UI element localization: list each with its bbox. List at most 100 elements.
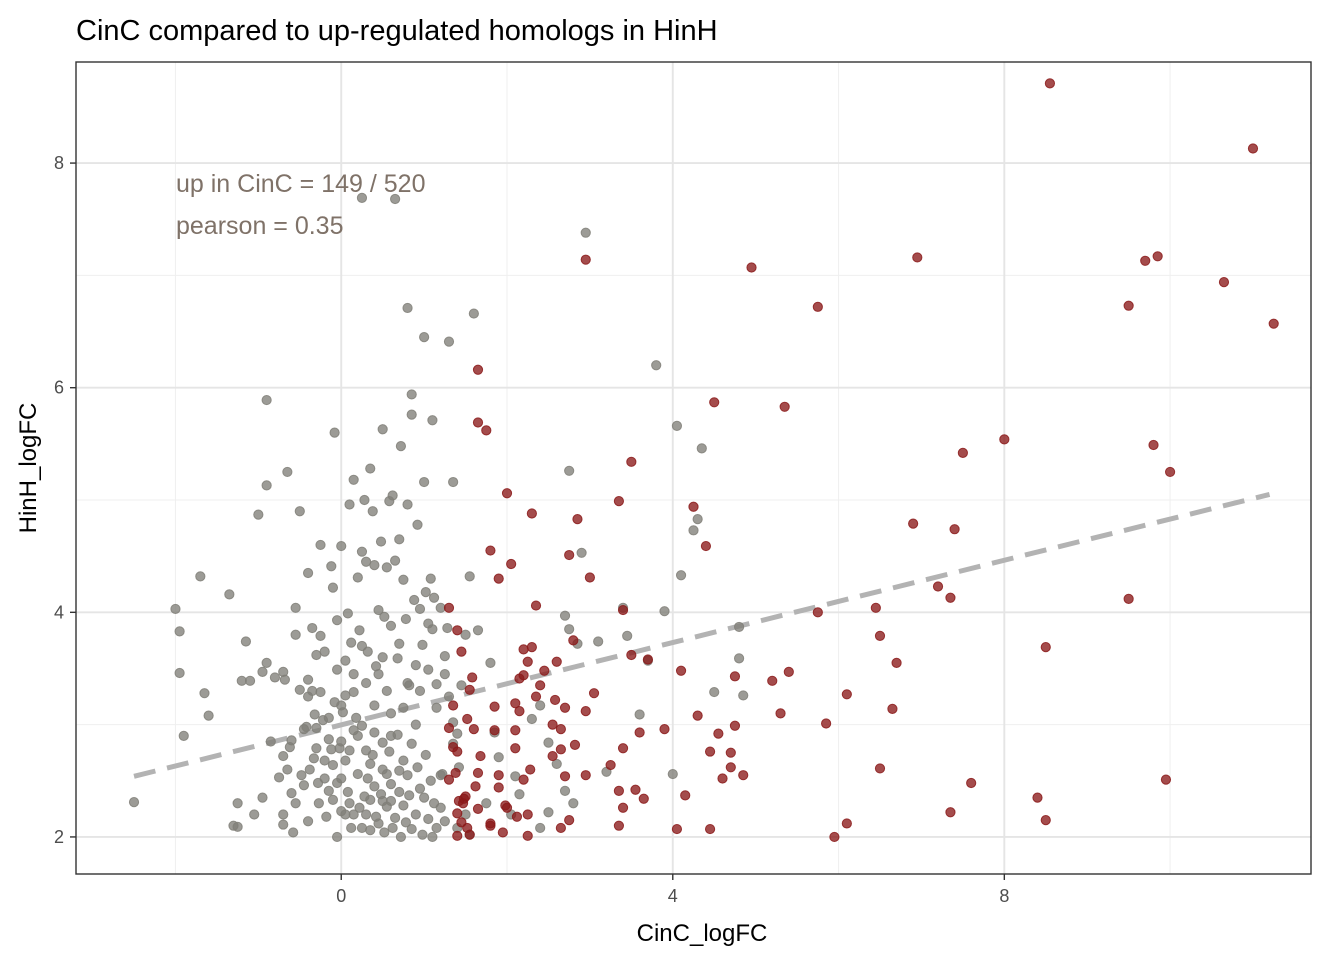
data-point-up bbox=[945, 807, 956, 818]
data-point-not-up bbox=[402, 499, 413, 510]
data-point-not-up bbox=[675, 570, 687, 581]
data-point-up bbox=[493, 782, 504, 793]
data-point-not-up bbox=[224, 589, 235, 600]
data-point-up bbox=[746, 262, 757, 273]
data-point-up bbox=[659, 724, 670, 735]
data-point-not-up bbox=[356, 640, 368, 652]
data-point-up bbox=[472, 364, 484, 375]
data-point-not-up bbox=[282, 466, 293, 478]
data-point-up bbox=[841, 689, 852, 700]
data-point-up bbox=[522, 656, 533, 667]
data-point-not-up bbox=[464, 571, 475, 582]
data-point-not-up bbox=[377, 652, 388, 663]
y-tick-label: 4 bbox=[54, 602, 64, 622]
data-point-not-up bbox=[390, 555, 401, 566]
data-point-not-up bbox=[348, 668, 359, 680]
data-point-not-up bbox=[559, 785, 571, 796]
trend-line-group bbox=[133, 491, 1271, 779]
data-point-not-up bbox=[178, 730, 189, 741]
data-point-not-up bbox=[365, 794, 376, 805]
data-point-not-up bbox=[398, 574, 409, 585]
data-point-not-up bbox=[361, 677, 372, 689]
data-point-up bbox=[630, 784, 641, 795]
data-point-not-up bbox=[400, 817, 411, 828]
data-point-not-up bbox=[435, 770, 446, 781]
data-point-not-up bbox=[365, 825, 376, 836]
data-point-not-up bbox=[249, 809, 260, 820]
y-tick-label: 8 bbox=[54, 153, 64, 173]
data-point-not-up bbox=[369, 781, 380, 792]
x-axis-label: CinC_logFC bbox=[637, 920, 768, 947]
data-point-up bbox=[464, 829, 475, 840]
data-point-not-up bbox=[671, 420, 683, 431]
data-point-not-up bbox=[290, 798, 301, 809]
data-point-up bbox=[526, 508, 537, 519]
data-point-not-up bbox=[315, 539, 326, 551]
data-point-not-up bbox=[412, 519, 423, 530]
data-point-up bbox=[462, 713, 473, 725]
data-point-not-up bbox=[344, 798, 355, 809]
data-point-not-up bbox=[327, 794, 339, 805]
data-point-up bbox=[448, 700, 459, 711]
data-point-not-up bbox=[278, 750, 289, 762]
data-point-not-up bbox=[313, 798, 324, 809]
data-point-up bbox=[1152, 251, 1163, 262]
data-point-not-up bbox=[398, 702, 409, 713]
chart-title: CinC compared to up-regulated homologs i… bbox=[76, 15, 718, 47]
data-point-not-up bbox=[336, 736, 347, 747]
data-point-not-up bbox=[278, 809, 289, 820]
data-point-up bbox=[887, 703, 898, 715]
data-point-up bbox=[443, 602, 455, 613]
data-point-up bbox=[617, 743, 629, 754]
data-point-not-up bbox=[301, 721, 312, 732]
data-point-not-up bbox=[385, 620, 397, 631]
data-point-not-up bbox=[348, 725, 359, 736]
data-point-up bbox=[738, 770, 749, 781]
data-point-not-up bbox=[398, 800, 409, 811]
data-point-not-up bbox=[514, 789, 525, 800]
data-point-up bbox=[470, 781, 481, 792]
data-point-not-up bbox=[257, 666, 268, 677]
data-point-not-up bbox=[331, 664, 343, 675]
data-point-not-up bbox=[257, 792, 268, 803]
data-point-up bbox=[547, 719, 558, 730]
data-point-not-up bbox=[326, 561, 337, 572]
data-point-not-up bbox=[622, 630, 633, 642]
data-point-up bbox=[1123, 593, 1134, 604]
data-point-not-up bbox=[410, 660, 421, 671]
data-point-not-up bbox=[369, 700, 380, 711]
data-point-not-up bbox=[402, 302, 413, 314]
data-point-not-up bbox=[356, 720, 368, 731]
data-point-not-up bbox=[460, 629, 471, 640]
data-point-not-up bbox=[319, 646, 330, 657]
data-point-not-up bbox=[381, 562, 392, 573]
data-point-not-up bbox=[369, 727, 380, 738]
data-point-up bbox=[569, 739, 581, 750]
data-point-not-up bbox=[369, 560, 380, 571]
data-point-not-up bbox=[442, 622, 453, 634]
data-point-not-up bbox=[394, 786, 405, 798]
data-point-up bbox=[1044, 78, 1056, 89]
data-point-up bbox=[535, 680, 546, 691]
data-point-up bbox=[467, 672, 478, 683]
data-point-up bbox=[874, 630, 886, 642]
data-point-not-up bbox=[365, 758, 376, 770]
data-point-not-up bbox=[373, 818, 384, 829]
data-point-not-up bbox=[356, 192, 368, 203]
data-point-not-up bbox=[439, 668, 450, 680]
data-point-not-up bbox=[387, 822, 398, 834]
data-point-up bbox=[1123, 300, 1134, 311]
data-point-not-up bbox=[346, 637, 357, 648]
data-point-not-up bbox=[409, 594, 420, 606]
data-point-up bbox=[547, 750, 558, 762]
data-point-not-up bbox=[302, 816, 314, 827]
data-point-not-up bbox=[385, 730, 397, 741]
data-point-up bbox=[891, 657, 902, 668]
data-point-not-up bbox=[390, 812, 401, 823]
data-point-not-up bbox=[373, 604, 384, 616]
data-point-not-up bbox=[286, 788, 297, 799]
data-point-up bbox=[518, 774, 529, 785]
data-point-up bbox=[605, 759, 616, 771]
data-point-not-up bbox=[420, 587, 431, 598]
data-point-up bbox=[464, 684, 475, 695]
